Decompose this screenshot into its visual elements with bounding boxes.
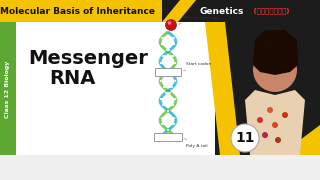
Text: Methylated cap: Methylated cap <box>179 16 218 24</box>
Polygon shape <box>205 22 240 155</box>
Polygon shape <box>245 90 305 155</box>
Circle shape <box>267 107 273 113</box>
FancyBboxPatch shape <box>154 133 182 141</box>
Text: RNA: RNA <box>49 69 95 89</box>
Circle shape <box>257 117 263 123</box>
Text: Class 12 Biology: Class 12 Biology <box>5 60 11 118</box>
Text: 11: 11 <box>235 131 255 145</box>
Text: (மரபியல்): (மரபியல்) <box>251 8 289 14</box>
FancyBboxPatch shape <box>162 0 320 22</box>
Polygon shape <box>280 125 320 155</box>
Text: Start codon: Start codon <box>184 62 211 71</box>
Circle shape <box>231 124 259 152</box>
Text: Messenger: Messenger <box>28 48 148 68</box>
FancyBboxPatch shape <box>16 22 320 155</box>
Polygon shape <box>162 0 196 22</box>
Circle shape <box>272 122 278 128</box>
Circle shape <box>168 21 171 25</box>
Text: Molecular Basis of Inheritance: Molecular Basis of Inheritance <box>1 6 156 15</box>
Circle shape <box>165 19 177 30</box>
Circle shape <box>253 48 297 92</box>
FancyBboxPatch shape <box>215 22 320 155</box>
Polygon shape <box>253 30 298 75</box>
Circle shape <box>282 112 288 118</box>
FancyBboxPatch shape <box>0 0 320 22</box>
Text: Genetics: Genetics <box>200 6 244 15</box>
FancyBboxPatch shape <box>155 68 181 76</box>
Circle shape <box>275 137 281 143</box>
Circle shape <box>262 132 268 138</box>
FancyBboxPatch shape <box>0 22 16 155</box>
Text: Poly A tail: Poly A tail <box>184 138 208 148</box>
